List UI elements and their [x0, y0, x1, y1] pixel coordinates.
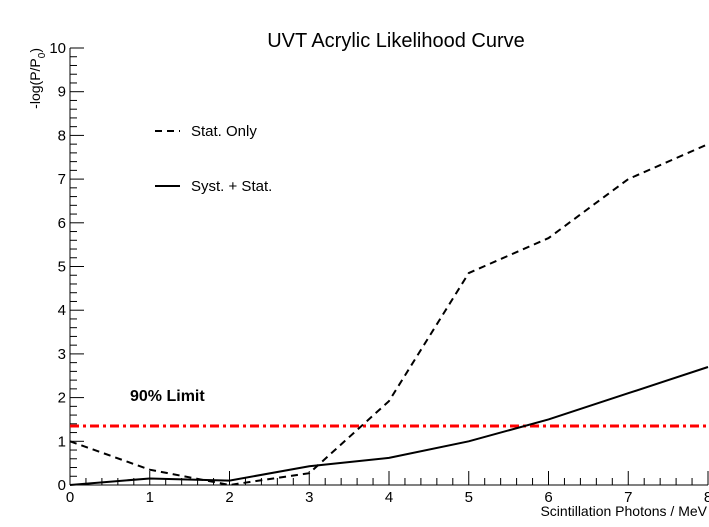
y-tick-label: 5: [58, 259, 66, 276]
y-tick-label: 0: [58, 477, 66, 494]
chart-title: UVT Acrylic Likelihood Curve: [267, 30, 525, 52]
limit-label: 90% Limit: [130, 388, 205, 405]
y-tick-label: 2: [58, 390, 66, 407]
y-label-close: ): [27, 48, 43, 53]
x-tick-label: 7: [624, 489, 632, 506]
y-tick-label: 10: [49, 40, 66, 57]
y-tick-label: 6: [58, 215, 66, 232]
y-axis-label: -log(P/P0): [27, 48, 48, 109]
series-line: [69, 143, 709, 487]
legend-label: Syst. + Stat.: [191, 178, 272, 195]
x-tick-label: 0: [66, 489, 74, 506]
y-label-main: -log(P/P: [27, 58, 43, 109]
y-tick-label: 8: [58, 127, 66, 144]
x-tick-label: 5: [465, 489, 473, 506]
x-axis-label: Scintillation Photons / MeV: [540, 503, 707, 519]
x-tick-label: 6: [544, 489, 552, 506]
y-tick-label: 1: [58, 433, 66, 450]
legend-label: Stat. Only: [191, 123, 257, 140]
y-tick-label: 7: [58, 171, 66, 188]
x-tick-label: 3: [305, 489, 313, 506]
y-tick-label: 4: [58, 302, 66, 319]
x-tick-label: 2: [225, 489, 233, 506]
series-line: [69, 366, 709, 486]
y-tick-label: 3: [58, 346, 66, 363]
x-tick-label: 8: [704, 489, 709, 506]
y-tick-label: 9: [58, 84, 66, 101]
x-tick-label: 1: [146, 489, 154, 506]
y-label-sub: 0: [37, 52, 48, 58]
x-tick-label: 4: [385, 489, 393, 506]
